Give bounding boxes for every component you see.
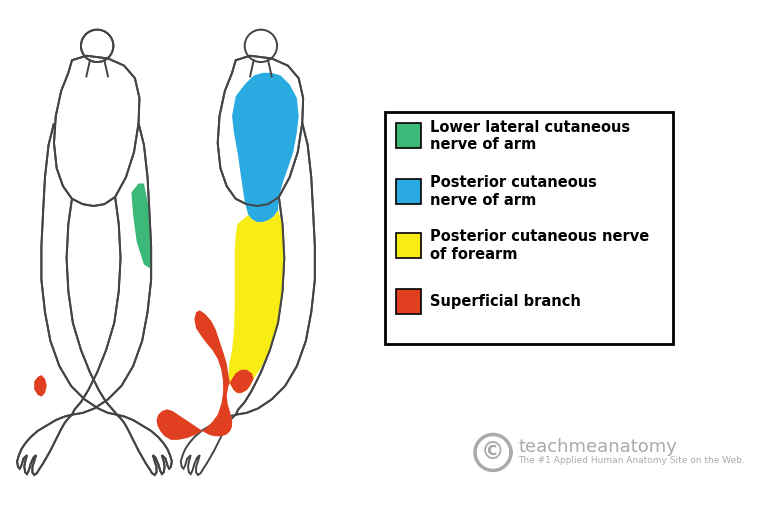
Text: Superficial branch: Superficial branch xyxy=(430,294,581,309)
Text: Posterior cutaneous nerve
of forearm: Posterior cutaneous nerve of forearm xyxy=(430,229,649,262)
Text: teachmeanatomy: teachmeanatomy xyxy=(518,438,677,456)
Polygon shape xyxy=(131,184,151,269)
Polygon shape xyxy=(157,310,253,440)
Polygon shape xyxy=(35,375,47,397)
Polygon shape xyxy=(229,211,284,393)
Text: Posterior cutaneous
nerve of arm: Posterior cutaneous nerve of arm xyxy=(430,175,597,208)
Text: ©: © xyxy=(482,441,505,465)
Bar xyxy=(396,179,421,204)
Bar xyxy=(396,123,421,148)
Text: Lower lateral cutaneous
nerve of arm: Lower lateral cutaneous nerve of arm xyxy=(430,119,630,152)
Polygon shape xyxy=(232,73,299,222)
Bar xyxy=(385,112,673,344)
Text: The #1 Applied Human Anatomy Site on the Web.: The #1 Applied Human Anatomy Site on the… xyxy=(518,456,745,465)
Bar xyxy=(396,233,421,258)
Bar xyxy=(396,289,421,314)
